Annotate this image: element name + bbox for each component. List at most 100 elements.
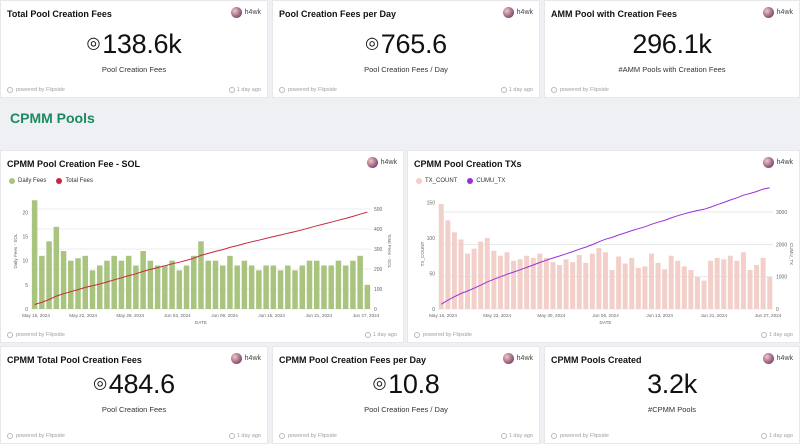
owner-badge[interactable]: h4wk — [230, 353, 261, 364]
powered-by[interactable]: powered by Flipside — [414, 332, 472, 338]
stat-card-cpmm-pools: CPMM Pools Created h4wk 3.2k #CPMM Pools… — [544, 346, 800, 444]
owner-badge[interactable]: h4wk — [762, 353, 793, 364]
x-axis-label: DATE — [195, 320, 207, 325]
stat-card-cpmm-total-fees: CPMM Total Pool Creation Fees h4wk ◎484.… — [0, 346, 268, 444]
x-tick-label: Jun 27, 2024 — [755, 313, 782, 318]
bar — [504, 252, 510, 309]
txs-chart[interactable]: 0 1000 2000 3000 0 50 100 150 May 16, 2024 May 23… — [408, 151, 800, 344]
bar — [147, 260, 154, 309]
bar — [270, 265, 277, 309]
owner-badge[interactable]: h4wk — [366, 157, 397, 168]
bar — [694, 277, 700, 309]
bar — [133, 265, 139, 309]
owner-badge[interactable]: h4wk — [502, 353, 533, 364]
bar — [530, 257, 536, 309]
clock-icon — [364, 332, 371, 338]
bar — [589, 253, 595, 309]
y2-tick-label: 0 — [374, 307, 377, 313]
legend-cumu-tx[interactable]: CUMU_TX — [467, 178, 505, 184]
bar — [39, 255, 45, 309]
x-axis-label: DATE — [600, 320, 612, 325]
powered-by[interactable]: powered by Flipside — [7, 332, 65, 338]
fees-chart[interactable]: 0 100 200 300 400 500 0 5 10 15 20 May 16, 2024 May … — [1, 151, 405, 344]
owner-badge[interactable]: h4wk — [762, 7, 793, 18]
bar — [350, 260, 356, 309]
powered-by[interactable]: powered by Flipside — [7, 87, 65, 93]
stat-value: ◎10.8 — [372, 369, 440, 399]
y-axis-label: Daily Fees - SOL — [13, 233, 18, 268]
card-title: Total Pool Creation Fees — [7, 9, 112, 19]
bar — [205, 260, 211, 309]
flipside-icon — [7, 87, 13, 93]
bar — [212, 260, 219, 309]
y2-tick-label: 3000 — [776, 210, 787, 216]
bar — [198, 241, 204, 309]
y2-tick-label: 100 — [374, 287, 383, 293]
y2-tick-label: 500 — [374, 207, 383, 213]
updated-time: 1 day ago — [228, 433, 261, 439]
bar — [681, 266, 687, 309]
bar — [364, 284, 371, 309]
x-tick-label: May 23, 2024 — [483, 313, 511, 318]
owner-badge[interactable]: h4wk — [762, 157, 793, 168]
y2-axis-label: Total Fees - SOL — [387, 234, 392, 269]
bar — [256, 270, 262, 309]
chart-title: CPMM Pool Creation TXs — [414, 159, 522, 169]
stat-subtitle: Pool Creation Fees / Day — [364, 65, 448, 74]
powered-by[interactable]: powered by Flipside — [279, 433, 337, 439]
solana-icon: ◎ — [86, 35, 101, 52]
stat-value: ◎765.6 — [365, 29, 447, 59]
bar — [277, 270, 284, 309]
powered-by[interactable]: powered by Flipside — [279, 87, 337, 93]
bar — [285, 265, 291, 309]
updated-time: 1 day ago — [500, 87, 533, 93]
card-title: Pool Creation Fees per Day — [279, 9, 397, 19]
clock-icon — [228, 433, 235, 439]
y2-tick-label: 0 — [776, 307, 779, 313]
updated-time: 1 day ago — [228, 87, 261, 93]
bar — [53, 226, 60, 309]
flipside-icon — [279, 87, 285, 93]
x-tick-label: Jun 09, 2024 — [211, 313, 238, 318]
bar — [451, 232, 457, 309]
chart-legend[interactable]: TX_COUNT CUMU_TX — [416, 178, 505, 184]
owner-name: h4wk — [244, 9, 261, 16]
bar — [570, 262, 576, 309]
legend-daily-fees[interactable]: Daily Fees — [9, 178, 46, 184]
y2-tick-label: 300 — [374, 247, 383, 253]
x-tick-label: May 30, 2024 — [537, 313, 565, 318]
chart-legend[interactable]: Daily Fees Total Fees — [9, 178, 93, 184]
legend-tx-count[interactable]: TX_COUNT — [416, 178, 457, 184]
y-tick-label: 150 — [427, 201, 436, 207]
legend-swatch — [9, 178, 15, 184]
owner-badge[interactable]: h4wk — [502, 7, 533, 18]
legend-total-fees[interactable]: Total Fees — [56, 178, 93, 184]
bar — [60, 251, 67, 309]
section-title: CPMM Pools — [10, 110, 95, 126]
stat-card-amm-pools: AMM Pool with Creation Fees h4wk 296.1k … — [544, 0, 800, 98]
bar — [248, 265, 255, 309]
bar — [576, 255, 582, 309]
bar — [471, 248, 477, 309]
bar — [104, 260, 110, 309]
powered-by[interactable]: powered by Flipside — [551, 433, 609, 439]
bar — [82, 255, 89, 309]
bar — [596, 247, 602, 309]
bar — [740, 252, 746, 309]
x-tick-label: May 16, 2024 — [22, 313, 50, 318]
bar — [162, 265, 168, 309]
stat-card-cpmm-fees-per-day: CPMM Pool Creation Fees per Day h4wk ◎10… — [272, 346, 540, 444]
owner-badge[interactable]: h4wk — [230, 7, 261, 18]
bar — [183, 265, 190, 309]
bar — [747, 269, 753, 309]
stat-card-fees-per-day: Pool Creation Fees per Day h4wk ◎765.6 P… — [272, 0, 540, 98]
legend-swatch — [56, 178, 63, 184]
bar — [511, 260, 517, 309]
powered-by[interactable]: powered by Flipside — [551, 87, 609, 93]
bar — [754, 265, 760, 309]
y-tick-label: 100 — [427, 236, 436, 242]
card-title: CPMM Total Pool Creation Fees — [7, 355, 142, 365]
powered-by[interactable]: powered by Flipside — [7, 433, 65, 439]
updated-time: 1 day ago — [760, 433, 793, 439]
bar — [727, 255, 733, 309]
